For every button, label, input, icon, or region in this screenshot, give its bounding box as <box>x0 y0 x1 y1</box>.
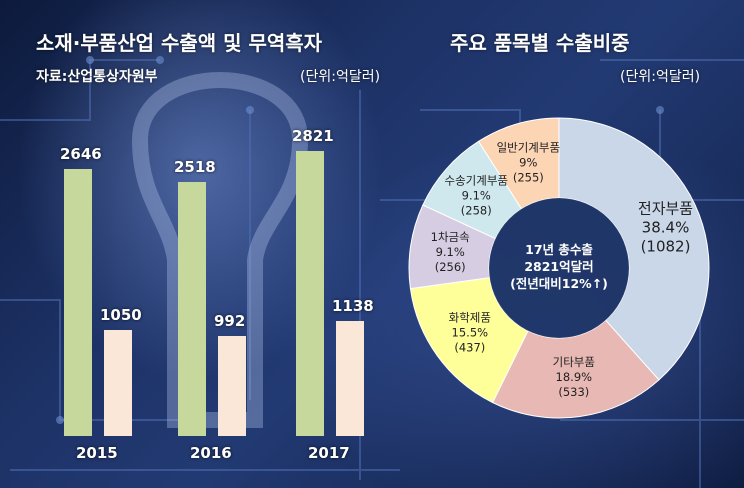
right-unit-label: (단위:억달러) <box>620 69 701 85</box>
year-label: 2016 <box>190 444 232 462</box>
bar-surplus-2015 <box>104 329 132 436</box>
bar-export-2015 <box>64 168 92 436</box>
source-label: 자료:산업통상자원부 <box>36 69 158 85</box>
donut-center-label: 17년 총수출 2821억달러 (전년대비12%↑) <box>510 242 608 291</box>
right-chart-title: 주요 품목별 수출비중 <box>450 31 630 55</box>
slice-label: 기타부품 18.9% (533) <box>553 355 595 399</box>
donut-slice-1 <box>491 319 660 419</box>
slice-label: 일반기계부품 9% (255) <box>497 140 560 184</box>
left-unit-label: (단위:억달러) <box>300 69 381 85</box>
bar-surplus-2017 <box>336 321 364 436</box>
bar-value-label: 2821 <box>292 127 334 145</box>
donut-hole <box>489 198 629 338</box>
bar-value-label: 2646 <box>60 144 102 163</box>
lightbulb-outline <box>131 72 309 428</box>
year-label: 2017 <box>308 444 350 462</box>
bar-export-2016 <box>178 181 206 436</box>
bar-value-label: 2518 <box>174 157 216 176</box>
bar-value-label: 1138 <box>332 297 374 316</box>
slice-label: 1차금속 9.1% (256) <box>431 230 470 274</box>
slice-label: 화학제품 15.5% (437) <box>449 310 491 354</box>
bar-surplus-2016 <box>218 335 246 436</box>
left-chart-title: 소재·부품산업 수출액 및 무역흑자 <box>36 31 323 55</box>
bar-value-label: 1050 <box>100 305 142 324</box>
year-label: 2015 <box>76 444 118 462</box>
slice-label: 수송기계부품 9.1% (258) <box>445 174 508 218</box>
bar-value-label: 992 <box>214 311 246 330</box>
bar-export-2017 <box>296 151 324 436</box>
slice-label: 전자부품 38.4% (1082) <box>638 200 693 256</box>
